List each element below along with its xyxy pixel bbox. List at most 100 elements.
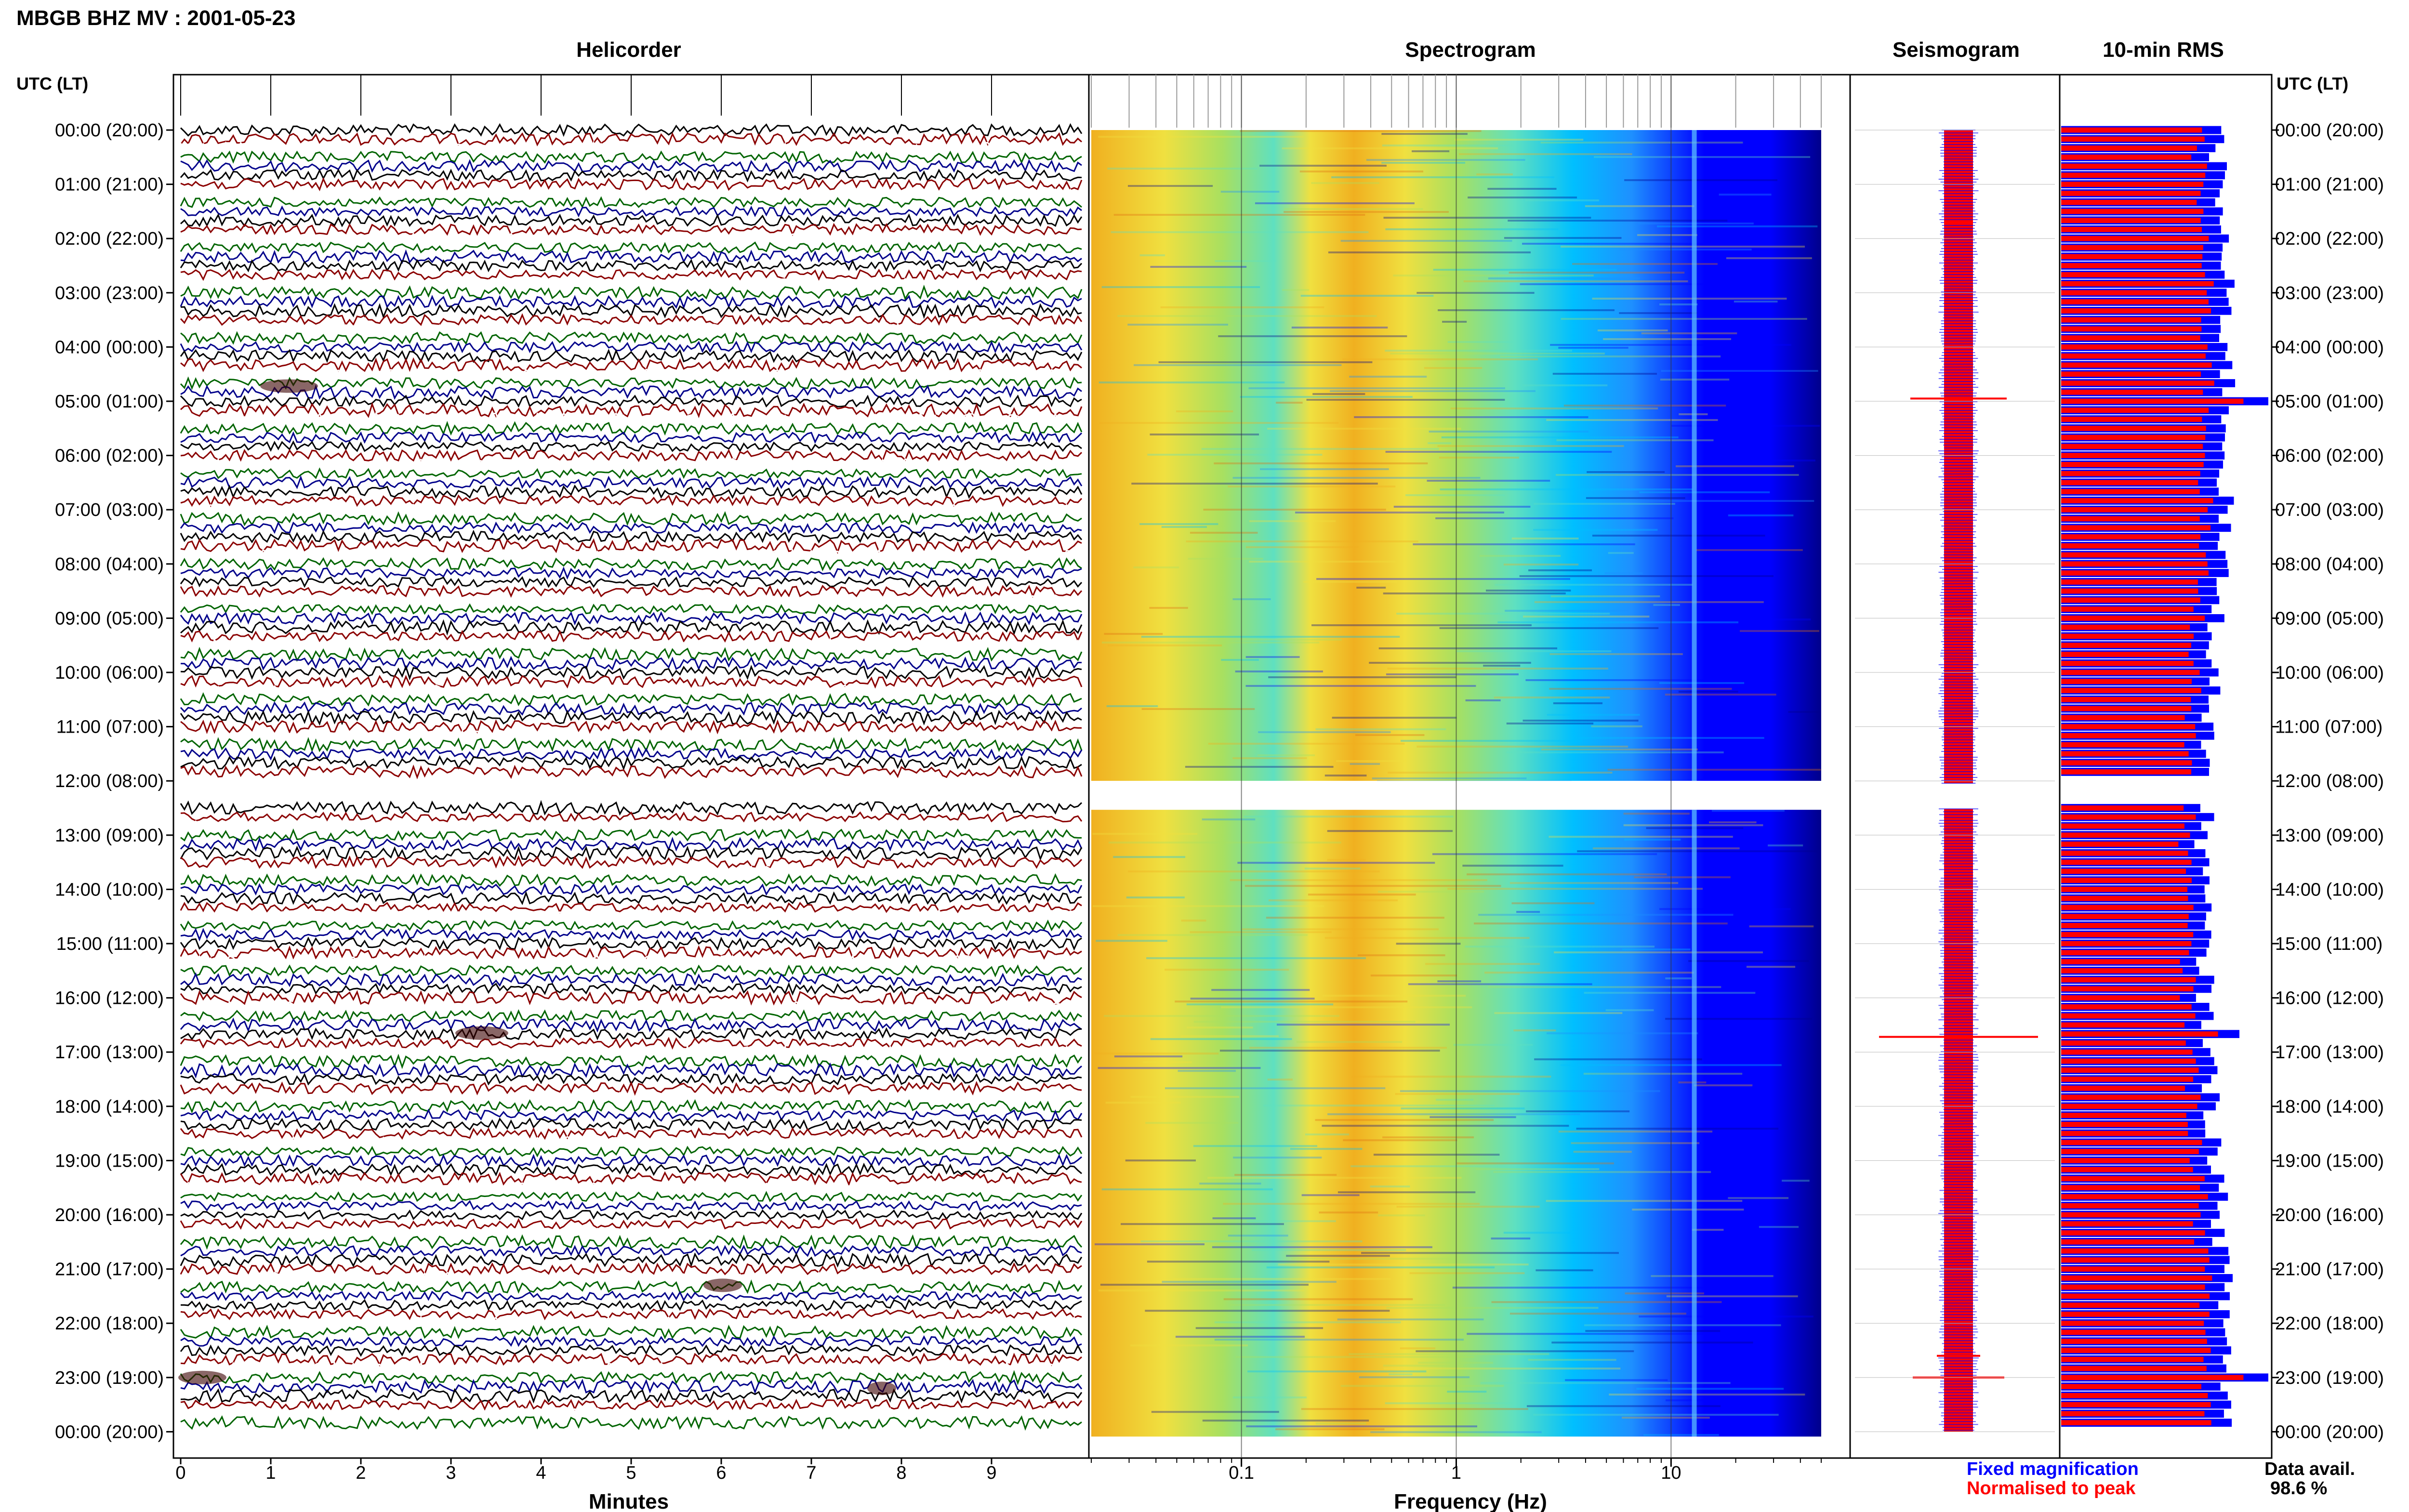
rms-bar-normalised	[2061, 1176, 2205, 1182]
spectrogram-texture	[1546, 1200, 1743, 1202]
rms-bar-normalised	[2061, 588, 2198, 594]
spectrogram-texture	[1494, 1012, 1623, 1014]
spectrogram-texture	[1435, 517, 1674, 519]
spectrogram-texture	[1099, 381, 1285, 383]
rms-bar-normalised	[2061, 742, 2184, 748]
helicorder-trace-line	[180, 196, 1082, 209]
rms-bar-normalised	[2061, 941, 2192, 947]
time-tick-label-left: 01:00 (21:00)	[55, 175, 164, 195]
spectrogram-texture	[1386, 673, 1519, 675]
rms-bar-normalised	[2061, 905, 2194, 910]
time-tick-label-left: 11:00 (07:00)	[56, 717, 164, 737]
spectrogram-texture	[1188, 558, 1263, 560]
spectrogram-texture	[1240, 396, 1413, 398]
spectrogram-texture	[1295, 512, 1504, 513]
spectrogram-texture	[1429, 431, 1588, 433]
spectrogram-texture	[1218, 335, 1407, 337]
spectrogram-texture	[1436, 1099, 1474, 1101]
spectrogram-texture	[1237, 862, 1435, 864]
helicorder-trace-line	[180, 1117, 1082, 1131]
helicorder-trace-line	[180, 990, 1082, 1006]
spectrogram-texture	[1494, 697, 1610, 698]
spectrogram-x-axis: 0.1 1 10	[1091, 75, 1822, 1483]
rms-bar-normalised	[2061, 344, 2208, 350]
rms-bar-normalised	[2061, 172, 2206, 178]
time-tick-label-right: 02:00 (22:00)	[2275, 229, 2384, 249]
helicorder-trace-line	[180, 1279, 1083, 1294]
spectrogram-texture	[1150, 1038, 1292, 1040]
rms-bar-normalised	[2061, 1058, 2196, 1064]
spectrogram-texture	[1355, 734, 1425, 736]
spectrogram-texture	[1563, 405, 1726, 407]
rms-bar-normalised	[2061, 254, 2203, 260]
helicorder-trace-line	[180, 1234, 1083, 1250]
helicorder-trace-line	[180, 1200, 1082, 1212]
spectrogram-texture	[1491, 1301, 1722, 1303]
helicorder-trace-line	[180, 159, 1082, 173]
rms-bar-normalised	[2061, 697, 2191, 702]
spectrogram-xtick-label: 0.1	[1229, 1463, 1254, 1483]
spectrogram-texture	[1232, 757, 1307, 759]
spectrogram-texture	[1525, 679, 1775, 681]
spectrogram-texture	[1534, 503, 1675, 505]
spectrogram-texture	[1483, 665, 1521, 667]
helicorder-trace-line	[180, 755, 1082, 771]
rms-bar-normalised	[2061, 326, 2202, 332]
spectrogram-texture	[1117, 315, 1377, 317]
spectrogram-texture	[1533, 1414, 1779, 1416]
helicorder-traces	[178, 123, 1778, 1431]
helicorder-trace-line	[180, 331, 1083, 345]
helicorder-xtick-label: 7	[806, 1463, 816, 1483]
helicorder-trace-line	[180, 284, 1083, 301]
spectrogram-texture	[1497, 621, 1739, 623]
time-tick-label-right: 09:00 (05:00)	[2275, 608, 2384, 629]
spectrogram-texture	[1266, 917, 1444, 919]
rms-bar-normalised	[2061, 136, 2205, 142]
spectrogram-texture	[1413, 543, 1635, 545]
rms-bar-normalised	[2061, 1004, 2192, 1010]
spectrogram-texture	[1315, 1422, 1366, 1425]
spectrogram-texture	[1301, 1194, 1360, 1196]
spectrogram-texture	[1149, 607, 1188, 609]
spectrogram-texture	[1214, 1321, 1401, 1324]
figure-title: MBGB BHZ MV : 2001-05-23	[16, 6, 295, 30]
spectrogram-texture	[1099, 422, 1339, 424]
spectrogram-texture	[1330, 390, 1536, 392]
spectrogram-texture	[1576, 1128, 1779, 1130]
time-tick-label-right: 00:00 (20:00)	[2275, 1422, 2384, 1442]
helicorder-trace-line	[180, 223, 1082, 237]
spectrogram-texture	[1350, 763, 1380, 765]
rms-bar-normalised	[2061, 805, 2184, 811]
rms-bar-normalised	[2061, 1094, 2201, 1100]
spectrogram-texture	[1439, 627, 1659, 629]
spectrogram-texture	[1370, 1185, 1410, 1188]
spectrogram-texture	[1263, 1104, 1495, 1107]
spectrogram-texture	[1139, 523, 1218, 525]
helicorder-trace-line	[180, 1017, 1082, 1033]
rms-bar-normalised	[2061, 444, 2203, 449]
spectrogram-texture	[1246, 1425, 1477, 1428]
helicorder-panel: 0 1 2 3 4 5 6 7 8 9 Minutes	[172, 74, 1778, 1512]
time-axis-label-left: UTC (LT)	[16, 74, 88, 93]
spectrogram-texture	[1488, 986, 1721, 988]
helicorder-trace-line	[180, 646, 1083, 662]
rms-bar-normalised	[2061, 1257, 2210, 1263]
spectrogram-texture	[1583, 1073, 1743, 1075]
spectrogram-texture	[1456, 1162, 1615, 1165]
rms-bar-normalised	[2061, 986, 2194, 992]
spectrogram-texture	[1622, 948, 1691, 951]
helicorder-trace-line	[180, 611, 1083, 626]
helicorder-trace-line	[180, 467, 1082, 480]
rms-panel	[2059, 74, 2273, 1459]
time-tick-label-right: 10:00 (06:00)	[2275, 663, 2384, 683]
spectrogram-texture	[1146, 957, 1366, 960]
spectrogram-texture	[1432, 853, 1657, 855]
spectrogram-band	[1692, 130, 1697, 781]
spectrogram-texture	[1441, 436, 1679, 438]
rms-bar-normalised	[2061, 1113, 2186, 1118]
time-tick-label-left: 14:00 (10:00)	[55, 880, 164, 900]
spectrogram-texture	[1549, 688, 1732, 690]
spectrogram-texture	[1551, 1341, 1753, 1344]
spectrogram-texture	[1175, 1336, 1305, 1338]
helicorder-trace-line	[180, 402, 1083, 419]
